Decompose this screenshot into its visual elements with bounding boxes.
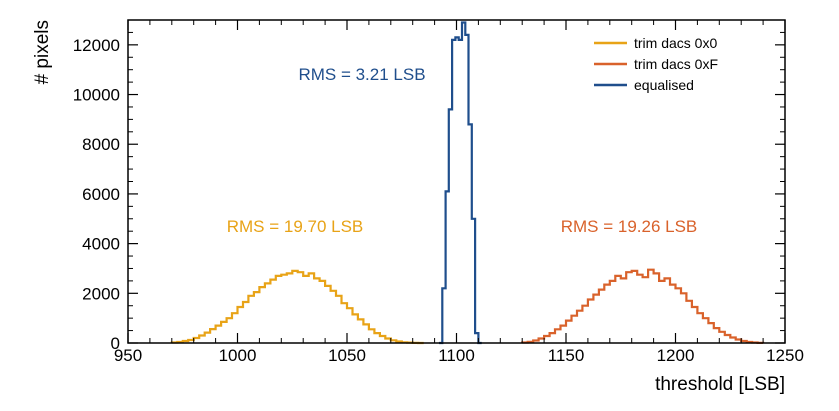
- legend: trim dacs 0x0 trim dacs 0xF equalised: [594, 35, 718, 93]
- series-line-0: [170, 269, 424, 345]
- y-axis-title: # pixels: [32, 20, 53, 84]
- series-layer: [170, 21, 765, 345]
- y-tick-label: 6000: [82, 185, 120, 204]
- x-tick-label: 1000: [219, 346, 257, 365]
- y-tick-label: 10000: [73, 86, 120, 105]
- x-tick-label: 1200: [657, 346, 695, 365]
- y-tick-label: 8000: [82, 135, 120, 154]
- x-axis-title: threshold [LSB]: [655, 374, 785, 395]
- ticks-layer: 950 1000 1050 1100 1150 1200 1250 0 2000 4000 6000…: [73, 19, 804, 365]
- x-tick-label: 950: [114, 346, 142, 365]
- x-tick-label: 1100: [438, 346, 475, 365]
- legend-label: trim dacs 0xF: [634, 56, 718, 72]
- legend-label: equalised: [634, 77, 694, 93]
- rms-annotation: RMS = 19.26 LSB: [561, 217, 698, 236]
- rms-annotation: RMS = 19.70 LSB: [227, 217, 364, 236]
- y-tick-label: 0: [111, 334, 120, 353]
- series-line-2: [439, 21, 482, 345]
- legend-label: trim dacs 0x0: [634, 35, 717, 51]
- y-tick-label: 12000: [73, 36, 120, 55]
- series-line-1: [521, 268, 765, 344]
- rms-annotation: RMS = 3.21 LSB: [298, 65, 425, 84]
- y-tick-label: 4000: [82, 235, 120, 254]
- x-tick-label: 1150: [548, 346, 585, 365]
- x-tick-label: 1050: [328, 346, 366, 365]
- x-tick-label: 1250: [766, 346, 804, 365]
- y-tick-label: 2000: [82, 284, 120, 303]
- annotations-layer: RMS = 3.21 LSB RMS = 19.70 LSB RMS = 19.26…: [227, 65, 698, 236]
